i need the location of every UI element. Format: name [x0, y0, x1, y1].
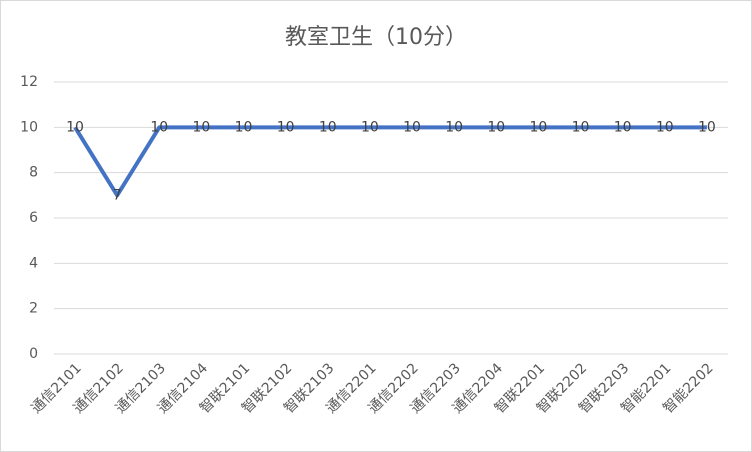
data-line: [73, 125, 707, 198]
data-label: 7: [113, 187, 122, 203]
chart-title: 教室卫生（10分）: [285, 25, 467, 50]
data-label: 10: [530, 119, 548, 135]
data-label: 10: [361, 119, 379, 135]
data-label: 10: [487, 119, 505, 135]
data-label: 10: [698, 119, 716, 135]
data-label: 10: [277, 119, 295, 135]
y-tick-label: 10: [20, 119, 38, 135]
y-tick-label: 8: [29, 165, 38, 181]
y-tick-label: 2: [29, 301, 38, 317]
data-label: 10: [193, 119, 211, 135]
data-label: 10: [235, 119, 253, 135]
y-tick-label: 4: [29, 255, 38, 271]
y-tick-label: 0: [29, 346, 38, 362]
data-label: 10: [66, 119, 84, 135]
y-tick-label: 12: [20, 74, 38, 90]
y-tick-label: 6: [29, 210, 38, 226]
data-label: 10: [656, 119, 674, 135]
data-label: 10: [403, 119, 421, 135]
data-label: 10: [572, 119, 590, 135]
data-label: 10: [150, 119, 168, 135]
data-label: 10: [614, 119, 632, 135]
data-label: 10: [445, 119, 463, 135]
data-label: 10: [319, 119, 337, 135]
